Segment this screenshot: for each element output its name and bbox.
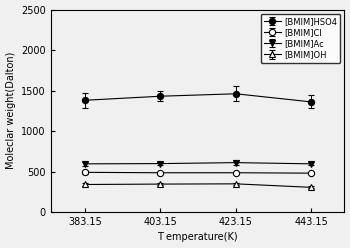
Legend: [BMIM]HSO4, [BMIM]Cl, [BMIM]Ac, [BMIM]OH: [BMIM]HSO4, [BMIM]Cl, [BMIM]Ac, [BMIM]OH bbox=[261, 14, 340, 63]
Y-axis label: Moleclar weight(Dalton): Moleclar weight(Dalton) bbox=[6, 52, 15, 169]
X-axis label: T emperature(K): T emperature(K) bbox=[157, 232, 238, 243]
